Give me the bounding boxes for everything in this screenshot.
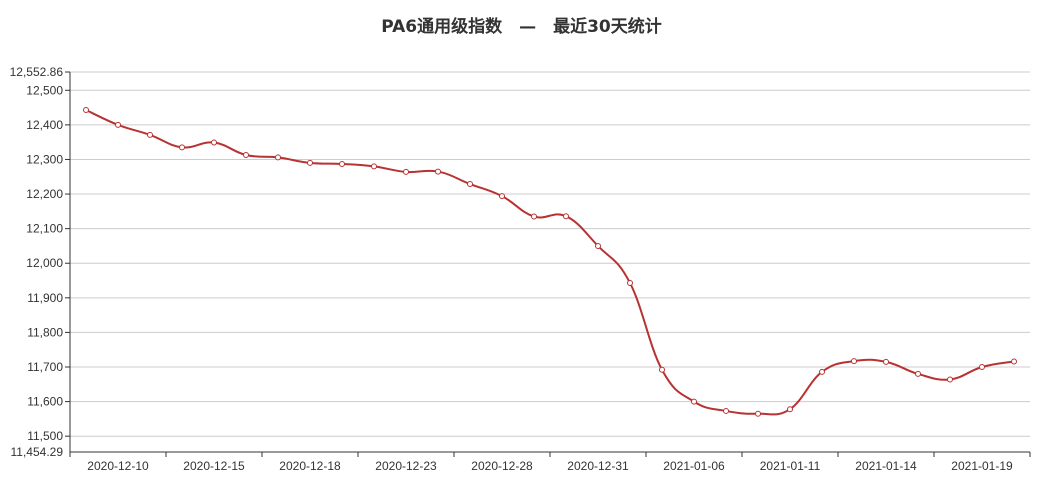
y-tick-label: 11,700 [27,360,63,374]
data-point [147,131,153,138]
data-point [979,364,985,371]
data-point [787,406,793,413]
x-tick-label: 2021-01-14 [855,459,917,473]
data-point [307,159,313,166]
data-point [851,358,857,365]
data-point [243,151,249,158]
y-axis: 12,552.86 11,500 11,600 11,700 11,800 11,900 1… [10,65,71,459]
data-point [627,279,633,286]
data-point [403,168,409,175]
data-point [723,407,729,414]
x-tick-label: 2020-12-18 [279,459,341,473]
y-tick-label: 12,300 [26,152,63,166]
y-tick-label: 12,200 [26,187,63,201]
chart-title: PA6通用级指数 — 最近30天统计 [381,17,662,37]
data-point [275,154,281,161]
data-point [467,181,473,188]
y-tick-label: 11,600 [27,395,63,409]
data-point [659,366,665,373]
y-tick-label: 11,500 [27,429,63,443]
data-point [947,376,953,383]
y-tick-label: 11,900 [27,291,63,305]
y-tick-label: 12,552.86 [10,65,64,79]
data-point [531,213,537,220]
data-point [435,168,441,175]
data-point [211,139,217,146]
y-tick-label: 11,800 [27,325,63,339]
x-tick-label: 2020-12-10 [87,459,149,473]
data-point [819,368,825,375]
data-point [1011,358,1017,365]
data-points [83,107,1017,417]
y-tick-label: 12,500 [26,83,63,97]
x-tick-label: 2020-12-28 [471,459,533,473]
x-tick-label: 2020-12-15 [183,459,245,473]
y-tick-label: 12,100 [26,222,63,236]
y-tick-label: 12,000 [26,256,63,270]
y-tick-label: 11,454.29 [11,445,64,459]
series-line [85,109,1015,416]
data-point [563,213,569,220]
data-point [339,160,345,167]
data-point [499,193,505,200]
data-point [595,242,601,249]
x-axis: 2020-12-10 2020-12-15 2020-12-18 2020-12-23… [69,451,1031,473]
x-tick-label: 2021-01-19 [951,459,1013,473]
data-point [115,121,121,128]
data-point [179,144,185,151]
x-tick-label: 2021-01-11 [760,459,821,473]
data-point [883,358,889,365]
data-point [915,370,921,377]
y-tick-label: 12,400 [26,118,63,132]
data-point [371,163,377,170]
data-point [83,107,89,114]
data-point [755,410,761,417]
x-tick-label: 2021-01-06 [663,459,725,473]
x-tick-label: 2020-12-23 [375,459,437,473]
data-point [691,398,697,405]
grid-lines [70,71,1030,437]
x-tick-label: 2020-12-31 [567,459,629,473]
